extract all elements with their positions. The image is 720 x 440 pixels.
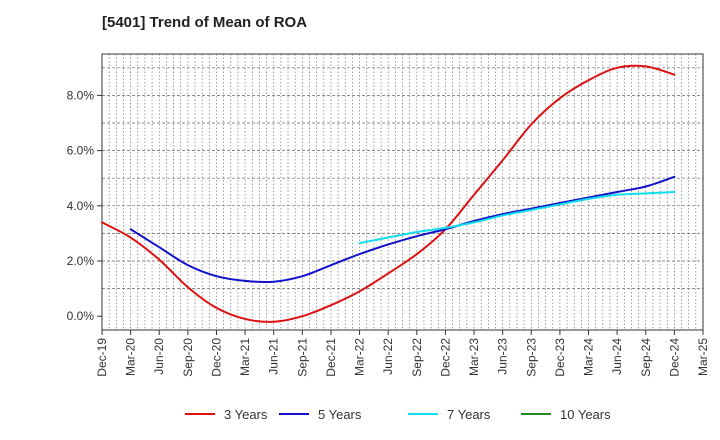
x-tick-label: Mar-20 [124, 338, 138, 376]
x-tick-label: Mar-23 [467, 338, 481, 376]
legend-label-3-years: 3 Years [224, 407, 268, 422]
legend-label-7-years: 7 Years [447, 407, 491, 422]
series-lines [101, 64, 676, 323]
y-tick-label: 0.0% [67, 309, 95, 323]
x-tick-label: Sep-23 [524, 338, 538, 377]
y-tick-label: 2.0% [67, 254, 95, 268]
x-tick-label: Dec-22 [438, 338, 452, 377]
legend-label-5-years: 5 Years [318, 407, 362, 422]
x-tick-label: Mar-22 [353, 338, 367, 376]
series-line-5-years [129, 175, 676, 284]
x-tick-label: Jun-22 [381, 338, 395, 375]
x-tick-label: Mar-25 [696, 338, 710, 376]
y-axis: 0.0% 2.0% 4.0% 6.0% 8.0% [67, 88, 102, 323]
x-tick-label: Dec-20 [209, 338, 223, 377]
chart-title: [5401] Trend of Mean of ROA [102, 14, 308, 31]
series-line-3-years [101, 64, 676, 323]
x-tick-label: Dec-24 [667, 338, 681, 377]
x-tick-label: Dec-23 [553, 338, 567, 377]
x-tick-label: Sep-22 [410, 338, 424, 377]
x-tick-label: Mar-24 [582, 338, 596, 376]
series-line-7-years [358, 191, 676, 245]
legend: 3 Years 5 Years 7 Years 10 Years [185, 407, 611, 422]
x-tick-label: Jun-20 [152, 338, 166, 375]
x-tick-label: Jun-23 [496, 338, 510, 375]
x-tick-label: Dec-19 [95, 338, 109, 377]
x-tick-label: Mar-21 [238, 338, 252, 376]
x-tick-label: Dec-21 [324, 338, 338, 377]
x-tick-label: Sep-24 [639, 338, 653, 377]
plot-border [101, 53, 704, 331]
y-tick-label: 6.0% [67, 144, 95, 158]
x-tick-label: Sep-20 [181, 338, 195, 377]
x-tick-label: Jun-24 [610, 338, 624, 375]
grid [102, 54, 703, 330]
y-tick-label: 4.0% [67, 199, 95, 213]
x-tick-label: Sep-21 [295, 338, 309, 377]
x-axis: Dec-19 Mar-20 Jun-20 Sep-20 Dec-20 Mar-21 Jun-… [95, 330, 710, 377]
legend-label-10-years: 10 Years [560, 407, 611, 422]
x-tick-label: Jun-21 [267, 338, 281, 375]
y-tick-label: 8.0% [67, 88, 95, 102]
